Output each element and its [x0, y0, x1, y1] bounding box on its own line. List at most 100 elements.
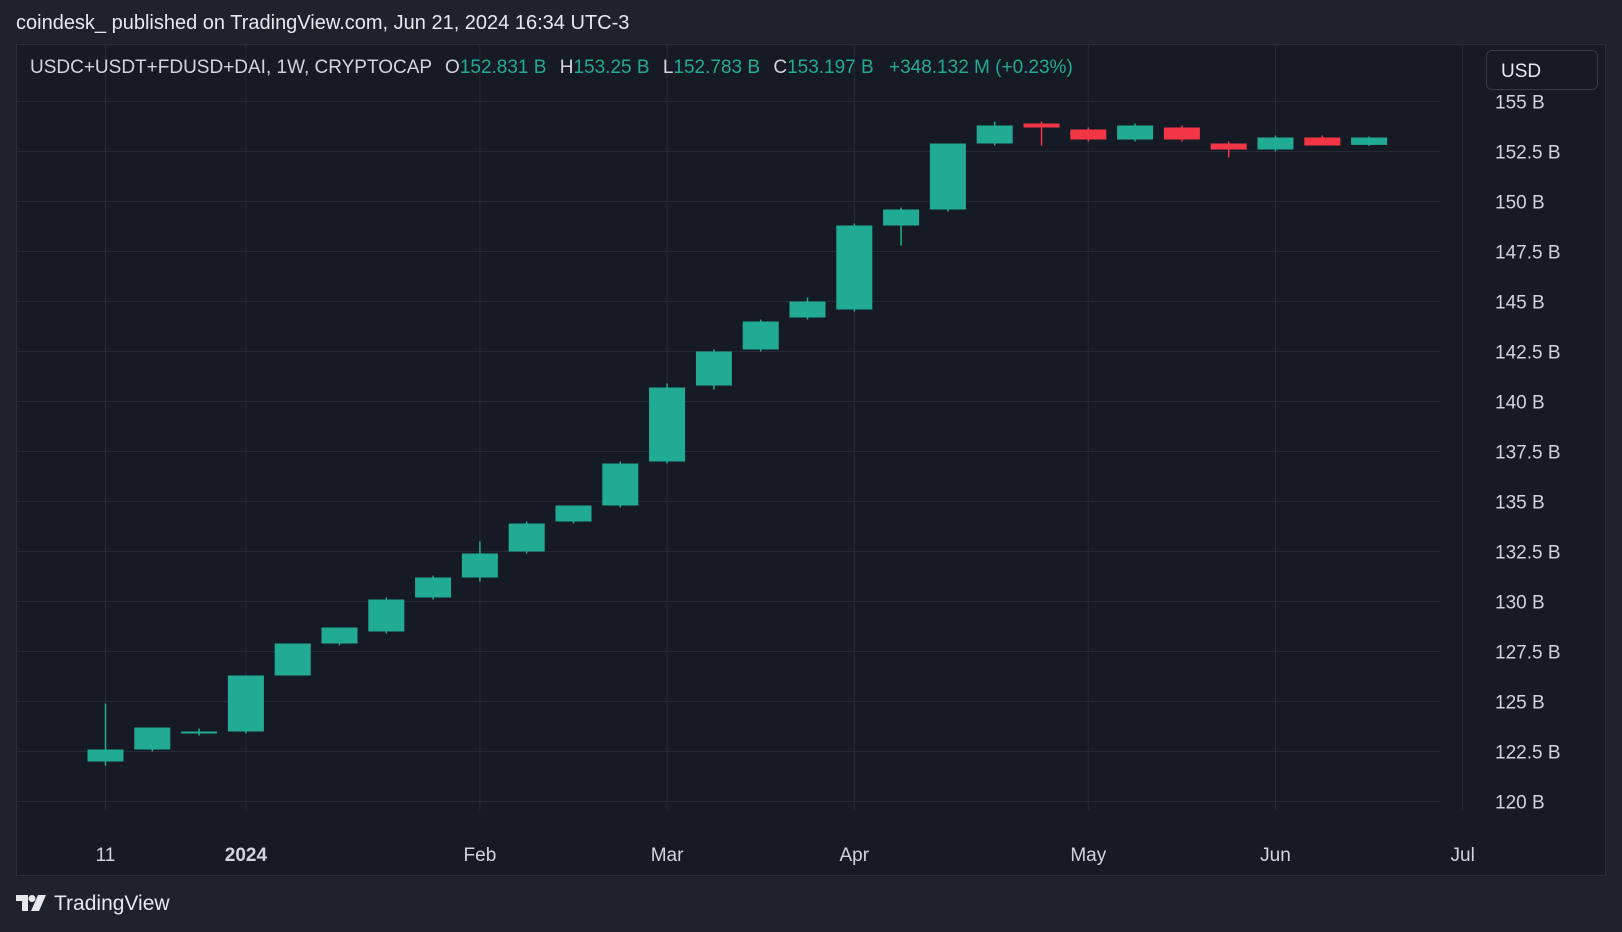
symbol-label: USDC+USDT+FDUSD+DAI, 1W, CRYPTOCAP [30, 57, 432, 78]
candle [274, 643, 311, 676]
x-axis-labels: 11 2024 Feb Mar Apr May Jun Jul [96, 845, 1475, 866]
candle-body [1210, 143, 1247, 150]
candle-body [415, 577, 452, 598]
ohlc-legend: USDC+USDT+FDUSD+DAI, 1W, CRYPTOCAP O152.… [30, 57, 1073, 79]
close-key: C [773, 57, 788, 78]
y-tick-label: 145 B [1495, 293, 1545, 314]
close-value: 153.197 B [787, 57, 874, 78]
published-caption: coindesk_ published on TradingView.com, … [16, 12, 630, 34]
candle [181, 728, 218, 736]
candle-body [508, 523, 545, 552]
candle-body [1070, 129, 1107, 140]
open-key: O [445, 57, 460, 78]
tradingview-branding[interactable]: TradingView [16, 892, 170, 916]
candle-body [649, 387, 686, 462]
candle-body [976, 125, 1013, 144]
candle [883, 207, 920, 246]
candle-body [181, 731, 218, 734]
candle [1070, 127, 1107, 142]
x-tick-label: May [1070, 845, 1106, 866]
x-tick-label: Mar [651, 845, 684, 866]
candle [929, 143, 966, 212]
y-tick-label: 125 B [1495, 693, 1545, 714]
y-tick-label: 152.5 B [1495, 143, 1561, 164]
candle [649, 383, 686, 464]
candle-body [461, 553, 498, 578]
candle [1210, 141, 1247, 158]
y-tick-label: 137.5 B [1495, 443, 1561, 464]
high-value: 153.25 B [573, 57, 650, 78]
candle-body [134, 727, 171, 750]
candle [602, 461, 639, 508]
candle [1023, 121, 1060, 146]
candle-body [1023, 123, 1060, 128]
candle-body [1351, 137, 1388, 145]
candle-body [1257, 137, 1294, 150]
candle [695, 349, 732, 390]
y-tick-label: 132.5 B [1495, 543, 1561, 564]
y-tick-label: 142.5 B [1495, 343, 1561, 364]
x-tick-label: 2024 [225, 845, 268, 866]
candle [1351, 136, 1388, 146]
candle-body [883, 209, 920, 226]
candle-body [836, 225, 873, 310]
y-tick-label: 127.5 B [1495, 643, 1561, 664]
candle [789, 297, 826, 320]
low-value: 152.783 B [673, 57, 761, 78]
y-tick-label: 130 B [1495, 593, 1545, 614]
y-tick-label: 140 B [1495, 393, 1545, 414]
candle [368, 597, 405, 634]
candle [461, 541, 498, 582]
candle [1304, 135, 1341, 146]
candle-body [1163, 127, 1200, 140]
candle [87, 703, 124, 766]
candle [134, 727, 171, 752]
candle-body [227, 675, 264, 732]
candle-body [789, 301, 826, 318]
open-value: 152.831 B [459, 57, 547, 78]
candle [836, 223, 873, 312]
candle [976, 121, 1013, 146]
y-tick-label: 150 B [1495, 193, 1545, 214]
candle-body [695, 351, 732, 386]
candle-body [1117, 125, 1154, 140]
y-tick-label: 155 B [1495, 93, 1545, 114]
candle-body [87, 749, 124, 762]
y-tick-label: 120 B [1495, 793, 1545, 814]
candles [87, 121, 1388, 766]
candle-body [321, 627, 358, 644]
candle [321, 627, 358, 646]
x-tick-label: Feb [464, 845, 497, 866]
candle-body [368, 599, 405, 632]
y-tick-label: 122.5 B [1495, 743, 1561, 764]
y-axis-labels: 155 B 152.5 B 150 B 147.5 B 145 B 142.5 B 140 … [1495, 93, 1561, 814]
x-tick-label: Jul [1451, 845, 1475, 866]
y-tick-label: 147.5 B [1495, 243, 1561, 264]
candle [227, 675, 264, 734]
candle-body [274, 643, 311, 676]
x-tick-label: 11 [96, 845, 116, 866]
x-tick-label: Jun [1260, 845, 1291, 866]
chart-panel[interactable] [16, 44, 1606, 876]
candle [1117, 123, 1154, 142]
candle [555, 505, 592, 524]
currency-button[interactable]: USD [1486, 50, 1598, 90]
candle [1163, 125, 1200, 142]
candle [415, 575, 452, 600]
candle-body [602, 463, 639, 506]
change-value: +348.132 M (+0.23%) [888, 57, 1073, 78]
candle-body [1304, 137, 1341, 146]
candle-body [929, 143, 966, 210]
brand-name: TradingView [54, 892, 170, 915]
y-tick-label: 135 B [1495, 493, 1545, 514]
x-tick-label: Apr [840, 845, 870, 866]
candle [1257, 135, 1294, 152]
high-key: H [559, 57, 574, 78]
candle-body [742, 321, 779, 350]
candle [508, 521, 545, 554]
candle-body [555, 505, 592, 522]
candle [742, 319, 779, 352]
low-key: L [662, 57, 674, 78]
tradingview-logo-icon [16, 895, 46, 911]
